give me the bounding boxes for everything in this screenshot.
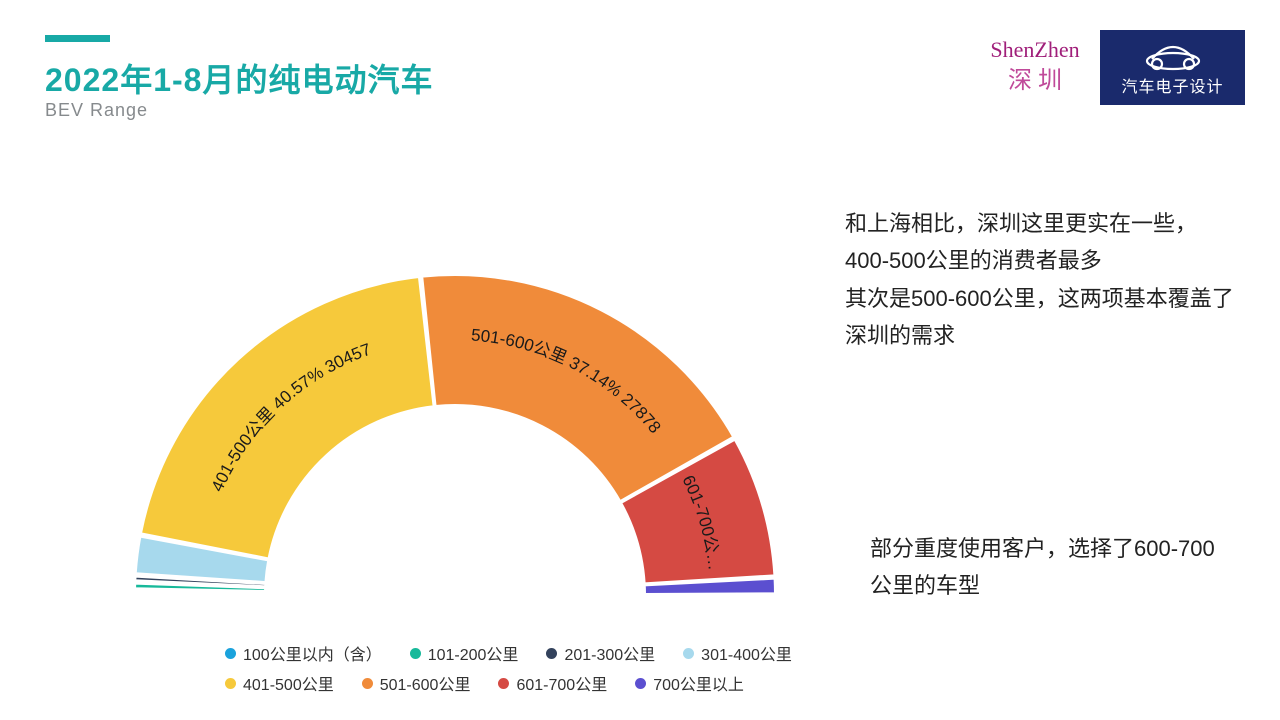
legend-item-0: 100公里以内（含） — [225, 641, 382, 665]
legend-label: 601-700公里 — [516, 671, 607, 695]
legend-swatch — [498, 678, 509, 689]
half-donut-chart: 401-500公里 40.57% 30457501-600公里 37.14% 2… — [85, 175, 825, 615]
slice-0 — [135, 592, 265, 594]
chart-svg: 401-500公里 40.57% 30457501-600公里 37.14% 2… — [85, 175, 825, 615]
legend-item-1: 101-200公里 — [410, 641, 519, 665]
legend-label: 201-300公里 — [564, 641, 655, 665]
legend-swatch — [225, 648, 236, 659]
title-accent-bar — [45, 35, 110, 42]
legend-swatch — [546, 648, 557, 659]
car-icon — [1138, 39, 1208, 71]
legend-label: 100公里以内（含） — [243, 641, 382, 665]
chart-legend: 100公里以内（含） 101-200公里 201-300公里 301-400公里 401… — [225, 641, 845, 695]
legend-swatch — [362, 678, 373, 689]
legend-swatch — [635, 678, 646, 689]
legend-item-7: 700公里以上 — [635, 671, 744, 695]
auto-logo-label: 汽车电子设计 — [1121, 73, 1223, 97]
legend-label: 301-400公里 — [701, 641, 792, 665]
legend-label: 700公里以上 — [653, 671, 744, 695]
slice-4 — [141, 277, 434, 558]
legend-label: 501-600公里 — [380, 671, 471, 695]
annotation-paragraph-1: 和上海相比，深圳这里更实在一些，400-500公里的消费者最多其次是500-60… — [845, 205, 1240, 355]
legend-item-3: 301-400公里 — [683, 641, 792, 665]
legend-swatch — [225, 678, 236, 689]
annotation-paragraph-2: 部分重度使用客户，选择了600-700公里的车型 — [870, 530, 1230, 605]
legend-item-5: 501-600公里 — [362, 671, 471, 695]
shenzhen-characters: 深 圳 — [1008, 60, 1062, 95]
legend-item-2: 201-300公里 — [546, 641, 655, 665]
legend-swatch — [683, 648, 694, 659]
logo-group: ShenZhen 深 圳 汽车电子设计 — [980, 30, 1245, 105]
legend-label: 401-500公里 — [243, 671, 334, 695]
legend-swatch — [410, 648, 421, 659]
page-subtitle: BEV Range — [45, 100, 148, 121]
legend-item-4: 401-500公里 — [225, 671, 334, 695]
auto-electronics-logo: 汽车电子设计 — [1100, 30, 1245, 105]
legend-item-6: 601-700公里 — [498, 671, 607, 695]
legend-label: 101-200公里 — [428, 641, 519, 665]
shenzhen-cursive: ShenZhen — [990, 40, 1079, 60]
shenzhen-logo: ShenZhen 深 圳 — [980, 32, 1090, 104]
page-title: 2022年1-8月的纯电动汽车 — [45, 55, 433, 101]
